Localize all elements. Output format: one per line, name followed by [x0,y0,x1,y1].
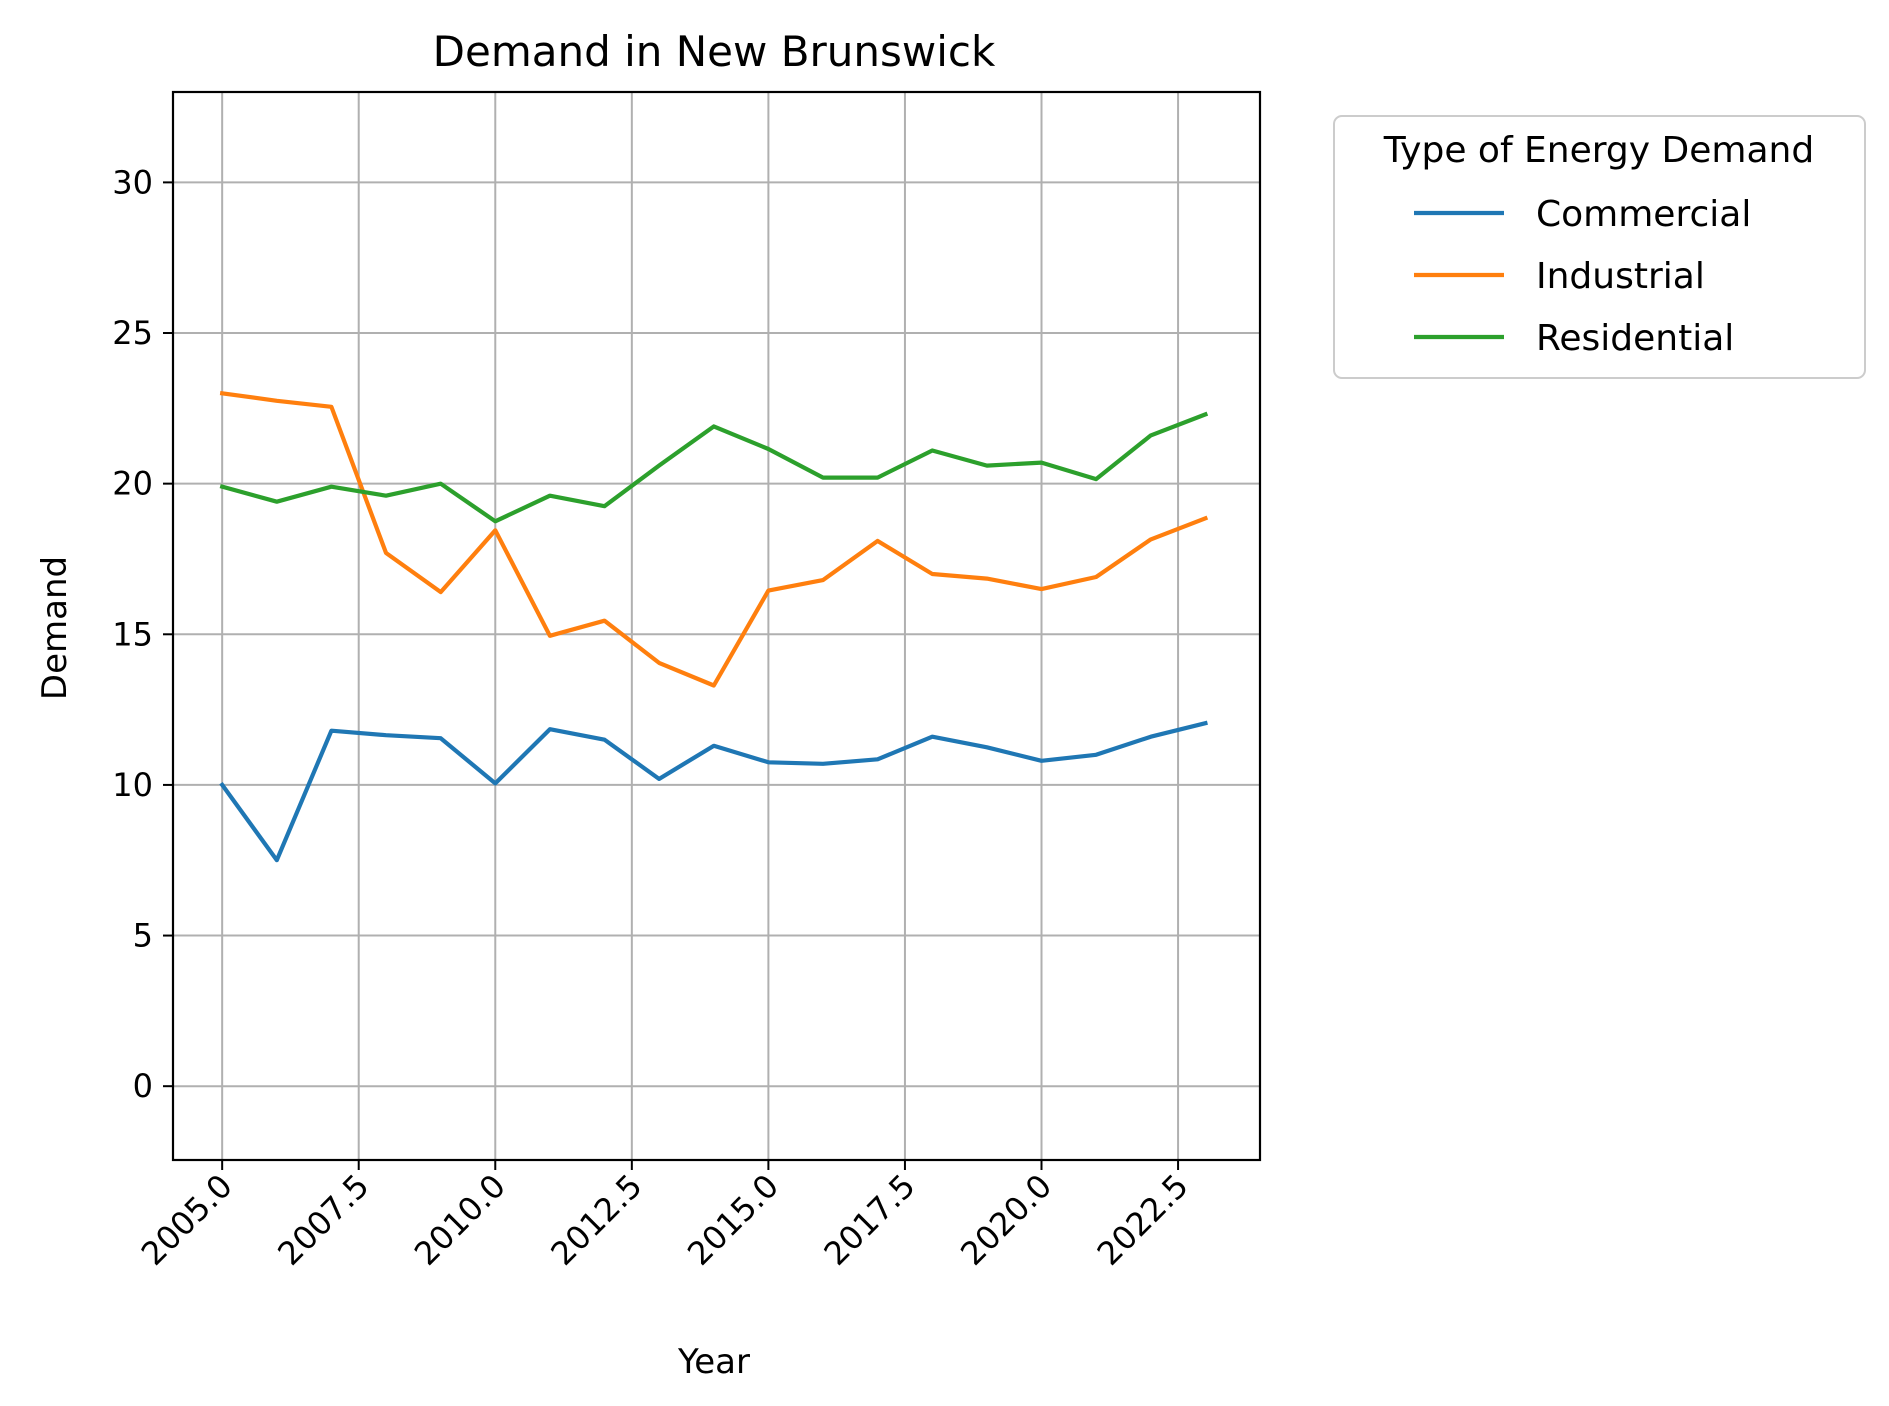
legend-box [1333,115,1866,379]
y-tick-label: 10 [112,766,153,804]
x-axis-label: Year [677,1342,750,1382]
legend: Type of Energy Demand Commercial Industri… [1333,115,1866,379]
y-tick-label: 30 [112,163,153,201]
grid [173,92,1260,1160]
y-tick-label: 20 [112,465,153,503]
series-line-residential [219,411,1209,524]
series-lines [219,390,1209,863]
y-tick-label: 0 [133,1067,153,1105]
y-tick-label: 5 [133,917,153,955]
legend-label-industrial: Industrial [1536,256,1705,297]
chart-title: Demand in New Brunswick [433,27,996,76]
legend-label-commercial: Commercial [1536,194,1751,235]
y-axis-label: Demand [35,556,75,700]
y-tick-label: 15 [112,615,153,653]
plot-frame [171,90,1262,1162]
y-tick-label: 25 [112,314,153,352]
legend-title: Type of Energy Demand [1383,130,1814,171]
series-line-industrial [219,390,1209,688]
series-line-commercial [219,720,1208,863]
legend-label-residential: Residential [1536,318,1734,359]
y-axis: 0 5 10 15 20 25 30 [112,163,173,1105]
